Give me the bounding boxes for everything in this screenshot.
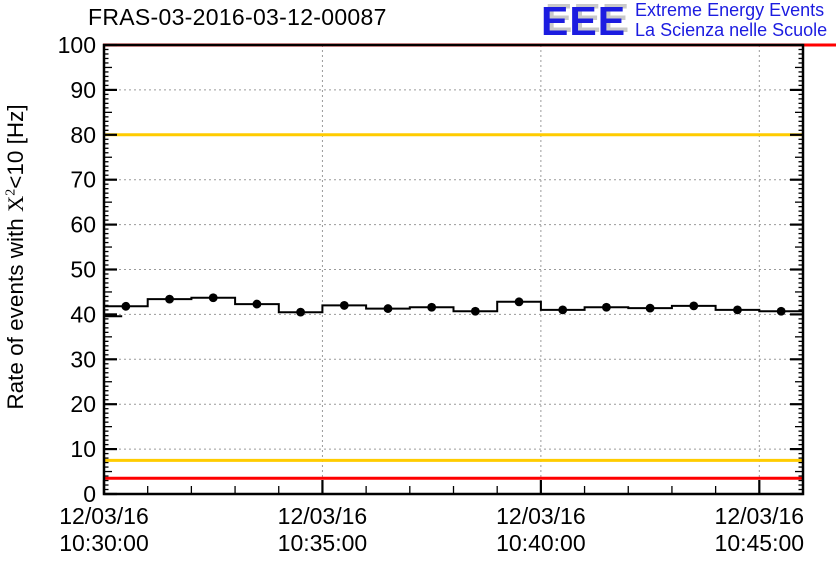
series-line-event-rate — [104, 296, 803, 314]
svg-text:12/03/16: 12/03/16 — [278, 503, 368, 529]
svg-text:70: 70 — [70, 167, 96, 193]
svg-text:30: 30 — [70, 346, 96, 372]
svg-text:10:30:00: 10:30:00 — [59, 530, 149, 556]
svg-text:12/03/16: 12/03/16 — [496, 503, 586, 529]
eee-logo-acronym: EEE — [541, 0, 627, 44]
eee-logo-subtitle: Extreme Energy Events La Scienza nelle S… — [635, 0, 828, 40]
x-tick-labels: 12/03/1610:30:0012/03/1610:35:0012/03/16… — [59, 503, 804, 556]
svg-text:12/03/16: 12/03/16 — [59, 503, 149, 529]
chart-title: FRAS-03-2016-03-12-00087 — [88, 4, 387, 30]
svg-text:10: 10 — [70, 436, 96, 462]
y-tick-labels: 0 10 20 30 40 50 60 70 80 90 100 — [58, 32, 96, 507]
svg-text:10:35:00: 10:35:00 — [278, 530, 368, 556]
svg-text:10:40:00: 10:40:00 — [496, 530, 586, 556]
plot-frame — [102, 43, 805, 496]
svg-text:20: 20 — [70, 391, 96, 417]
eee-logo-subtitle-1: Extreme Energy Events — [635, 0, 825, 20]
gridlines — [104, 45, 803, 494]
svg-text:0: 0 — [83, 481, 96, 507]
eee-logo: EEE Extreme Energy Events La Scienza nel… — [541, 0, 828, 44]
svg-text:80: 80 — [70, 122, 96, 148]
svg-text:10:45:00: 10:45:00 — [715, 530, 805, 556]
series-markers-event-rate — [121, 293, 786, 317]
svg-text:90: 90 — [70, 77, 96, 103]
eee-logo-subtitle-2: La Scienza nelle Scuole — [635, 19, 828, 40]
svg-text:100: 100 — [58, 32, 96, 58]
svg-text:40: 40 — [70, 301, 96, 327]
svg-text:12/03/16: 12/03/16 — [715, 503, 805, 529]
svg-text:60: 60 — [70, 212, 96, 238]
axis-ticks — [102, 43, 804, 496]
svg-text:50: 50 — [70, 257, 96, 283]
